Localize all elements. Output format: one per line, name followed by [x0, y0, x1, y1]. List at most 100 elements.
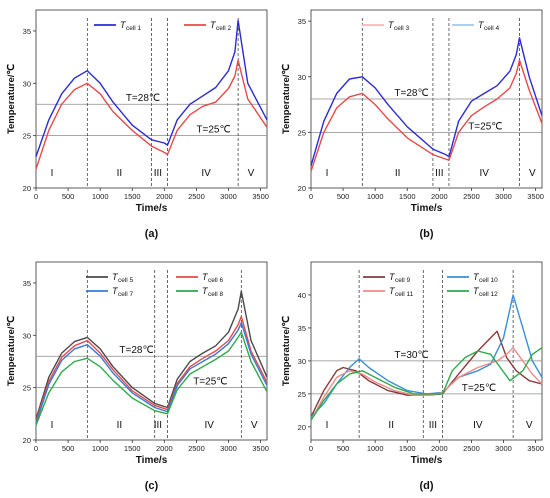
x-tick-label: 2500 — [188, 444, 205, 453]
x-tick-label: 1000 — [367, 444, 384, 453]
legend-name: cell 1 — [126, 25, 142, 32]
series-line-cell-3 — [310, 37, 543, 166]
legend-entry: Tcell 3 — [388, 20, 410, 32]
x-axis-title: Time/s — [411, 203, 443, 214]
x-tick-label: 1000 — [92, 444, 109, 453]
y-axis-title: Temperature/℃ — [281, 316, 292, 386]
y-tick-label: 30 — [298, 73, 306, 82]
phase-label: V — [248, 168, 255, 179]
x-tick-label: 2000 — [156, 192, 173, 201]
y-tick-label: 20 — [298, 423, 306, 432]
reference-label: T=28℃ — [119, 345, 153, 356]
legend-entry: Tcell 10 — [473, 272, 498, 284]
legend-symbol: T — [389, 286, 396, 296]
legend-entry: Tcell 5 — [112, 272, 134, 284]
y-tick-label: 35 — [23, 27, 31, 36]
plot-frame — [310, 261, 543, 441]
phase-label: I — [51, 420, 54, 431]
x-tick-label: 1500 — [399, 444, 416, 453]
y-tick-label: 35 — [23, 279, 31, 288]
legend-name: cell 9 — [395, 277, 411, 284]
legend-symbol: T — [473, 286, 480, 296]
x-tick-label: 3000 — [220, 444, 237, 453]
x-tick-label: 500 — [337, 444, 350, 453]
legend-name: cell 10 — [479, 277, 498, 284]
chart-panel-1: T=28℃T=25℃I II III IV V0 500 1000 1500 2000 2500 3… — [6, 9, 269, 240]
x-tick-label: 2500 — [188, 192, 205, 201]
phase-label: V — [526, 420, 533, 431]
x-tick-label: 1500 — [399, 192, 416, 201]
y-tick-label: 40 — [298, 291, 306, 300]
phase-label: IV — [201, 168, 211, 179]
x-axis-title: Time/s — [136, 455, 168, 466]
x-tick-label: 500 — [62, 192, 75, 201]
reference-label: T=25℃ — [462, 383, 496, 394]
x-tick-label: 0 — [34, 192, 38, 201]
x-tick-label: 0 — [309, 444, 313, 453]
x-tick-label: 2000 — [431, 192, 448, 201]
series-line-cell-7 — [35, 322, 268, 424]
phase-label: V — [251, 420, 258, 431]
series-line-cell-6 — [35, 315, 268, 422]
legend-name: cell 11 — [395, 291, 414, 298]
y-tick-label: 30 — [298, 357, 306, 366]
x-tick-label: 3500 — [527, 192, 544, 201]
chart-panel-3: T=28℃T=25℃I II III IV V0 500 1000 1500 2000 2500 3… — [6, 261, 269, 492]
phase-label: III — [435, 168, 443, 179]
legend-symbol: T — [210, 20, 217, 30]
phase-label: III — [154, 168, 162, 179]
y-tick-label: 35 — [298, 17, 306, 26]
reference-label: T=30℃ — [394, 350, 428, 361]
phase-label: II — [395, 168, 401, 179]
x-axis-title: Time/s — [136, 203, 168, 214]
reference-label: T=25℃ — [196, 125, 230, 136]
x-tick-label: 3500 — [252, 444, 269, 453]
series-line-cell-1 — [35, 19, 268, 157]
legend-symbol: T — [473, 272, 480, 282]
legend-entry: Tcell 6 — [202, 272, 224, 284]
phase-label: II — [117, 168, 123, 179]
panel-caption: (b) — [419, 228, 433, 240]
legend-name: cell 6 — [208, 277, 224, 284]
series-line-cell-4 — [310, 59, 543, 172]
x-tick-label: 2500 — [463, 192, 480, 201]
x-tick-label: 1000 — [92, 192, 109, 201]
x-tick-label: 1000 — [367, 192, 384, 201]
y-axis-title: Temperature/℃ — [6, 316, 17, 386]
phase-label: I — [326, 168, 329, 179]
x-tick-label: 1500 — [124, 444, 141, 453]
legend-symbol: T — [388, 20, 395, 30]
legend-entry: Tcell 4 — [478, 20, 500, 32]
legend-name: cell 12 — [479, 291, 498, 298]
panel-caption: (d) — [419, 480, 433, 492]
phase-label: II — [117, 420, 123, 431]
y-tick-label: 25 — [298, 128, 306, 137]
y-tick-label: 25 — [298, 390, 306, 399]
x-tick-label: 0 — [34, 444, 38, 453]
legend-name: cell 7 — [118, 291, 134, 298]
legend-symbol: T — [112, 272, 119, 282]
y-tick-label: 20 — [23, 436, 31, 445]
reference-label: T=25℃ — [193, 377, 227, 388]
x-tick-label: 500 — [62, 444, 75, 453]
phase-label: V — [529, 168, 536, 179]
legend-symbol: T — [478, 20, 485, 30]
y-tick-label: 30 — [23, 79, 31, 88]
legend-symbol: T — [120, 20, 127, 30]
y-tick-label: 20 — [23, 184, 31, 193]
y-tick-label: 30 — [23, 331, 31, 340]
legend-symbol: T — [389, 272, 396, 282]
legend-entry: Tcell 9 — [389, 272, 411, 284]
phase-label: III — [154, 420, 162, 431]
x-tick-label: 2500 — [463, 444, 480, 453]
legend-symbol: T — [202, 286, 209, 296]
phase-label: I — [326, 420, 329, 431]
panel-caption: (c) — [145, 480, 159, 492]
x-tick-label: 2000 — [431, 444, 448, 453]
phase-label: II — [388, 420, 394, 431]
chart-panel-2: T=28℃T=25℃I II III IV V0 500 1000 1500 2000 2500 3… — [281, 9, 544, 240]
x-tick-label: 3000 — [220, 192, 237, 201]
x-tick-label: 500 — [337, 192, 350, 201]
y-tick-label: 35 — [298, 324, 306, 333]
